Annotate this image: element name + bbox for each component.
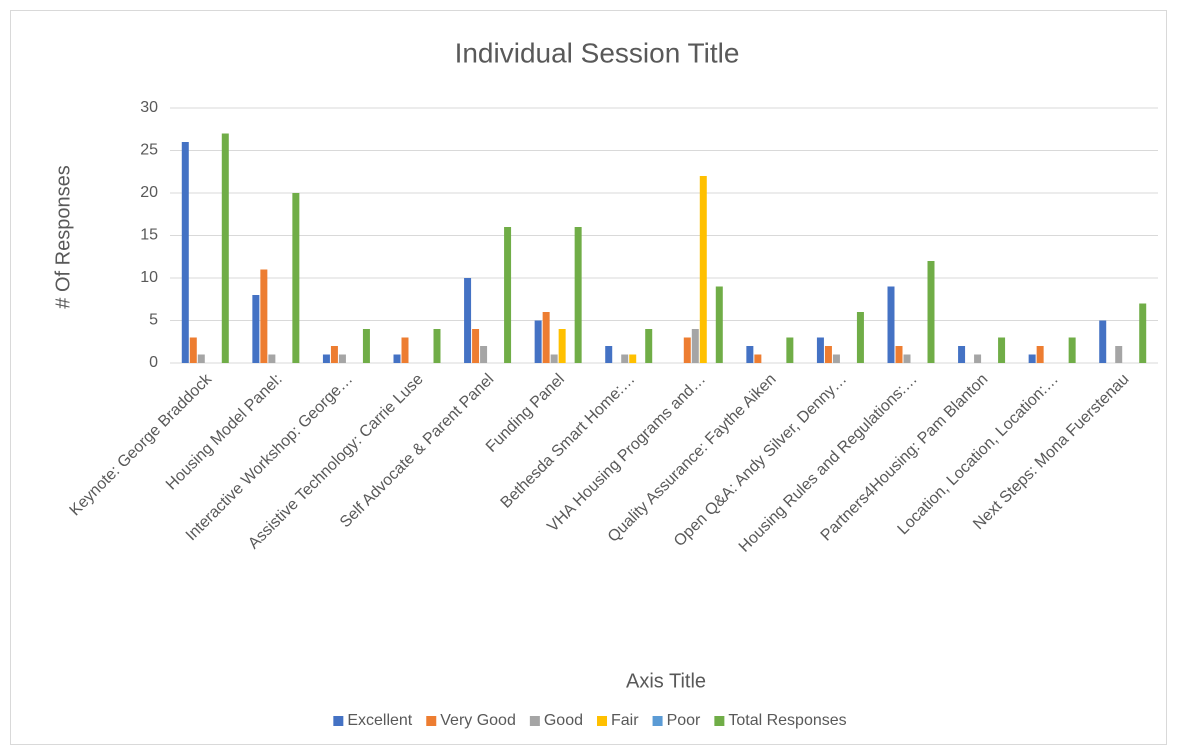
y-tick-label: 15 bbox=[140, 227, 158, 244]
bar bbox=[574, 227, 582, 363]
bar bbox=[292, 193, 300, 363]
bar bbox=[504, 227, 512, 363]
bar bbox=[338, 354, 346, 363]
bar bbox=[322, 354, 330, 363]
y-axis-title: # Of Responses bbox=[52, 165, 74, 308]
legend-label: Fair bbox=[611, 712, 639, 729]
bar bbox=[958, 346, 966, 363]
bar bbox=[189, 337, 197, 363]
bar bbox=[786, 337, 794, 363]
y-tick-label: 20 bbox=[140, 184, 158, 201]
bar bbox=[542, 312, 550, 363]
legend-swatch bbox=[652, 716, 663, 726]
legend-swatch bbox=[426, 716, 437, 726]
bar bbox=[754, 354, 762, 363]
bar bbox=[362, 329, 370, 363]
bar bbox=[1115, 346, 1123, 363]
y-tick-label: 25 bbox=[140, 142, 158, 159]
bar bbox=[550, 354, 558, 363]
bar bbox=[1099, 320, 1107, 363]
bar bbox=[1139, 303, 1147, 363]
bar bbox=[197, 354, 205, 363]
bar bbox=[895, 346, 903, 363]
bar bbox=[433, 329, 441, 363]
bar bbox=[621, 354, 629, 363]
bar bbox=[998, 337, 1006, 363]
bar bbox=[927, 261, 935, 363]
bar bbox=[534, 320, 542, 363]
bar bbox=[1028, 354, 1036, 363]
y-tick-label: 5 bbox=[149, 312, 158, 329]
bar bbox=[330, 346, 338, 363]
y-tick-label: 30 bbox=[140, 99, 158, 116]
bar bbox=[472, 329, 480, 363]
legend-swatch bbox=[597, 716, 608, 726]
legend-label: Very Good bbox=[440, 712, 516, 729]
chart-border bbox=[10, 10, 1167, 745]
bar bbox=[558, 329, 566, 363]
bar bbox=[746, 346, 754, 363]
bar bbox=[645, 329, 653, 363]
bar bbox=[824, 346, 832, 363]
legend-label: Excellent bbox=[347, 712, 412, 729]
bar bbox=[268, 354, 276, 363]
bar bbox=[393, 354, 401, 363]
bar bbox=[691, 329, 699, 363]
bar bbox=[715, 286, 723, 363]
x-axis-title: Axis Title bbox=[626, 670, 706, 692]
bar bbox=[974, 354, 982, 363]
y-tick-label: 10 bbox=[140, 269, 158, 286]
legend-swatch bbox=[714, 716, 725, 726]
bar bbox=[252, 295, 260, 363]
y-tick-label: 0 bbox=[149, 354, 158, 371]
bar bbox=[181, 142, 189, 363]
bar bbox=[816, 337, 824, 363]
chart-title: Individual Session Title bbox=[455, 37, 740, 68]
bar bbox=[903, 354, 911, 363]
bar bbox=[480, 346, 488, 363]
bar bbox=[699, 176, 707, 363]
bar bbox=[1036, 346, 1044, 363]
legend-swatch bbox=[333, 716, 344, 726]
legend-swatch bbox=[529, 716, 540, 726]
bar bbox=[401, 337, 409, 363]
bar bbox=[464, 278, 472, 363]
legend-label: Good bbox=[544, 712, 583, 729]
bar bbox=[887, 286, 895, 363]
bar bbox=[629, 354, 637, 363]
legend-label: Poor bbox=[667, 712, 701, 729]
bar bbox=[683, 337, 691, 363]
bar bbox=[605, 346, 613, 363]
legend-label: Total Responses bbox=[728, 712, 846, 729]
bar bbox=[856, 312, 864, 363]
bar bbox=[1068, 337, 1076, 363]
bar bbox=[221, 133, 229, 363]
bar bbox=[832, 354, 840, 363]
bar bbox=[260, 269, 268, 363]
